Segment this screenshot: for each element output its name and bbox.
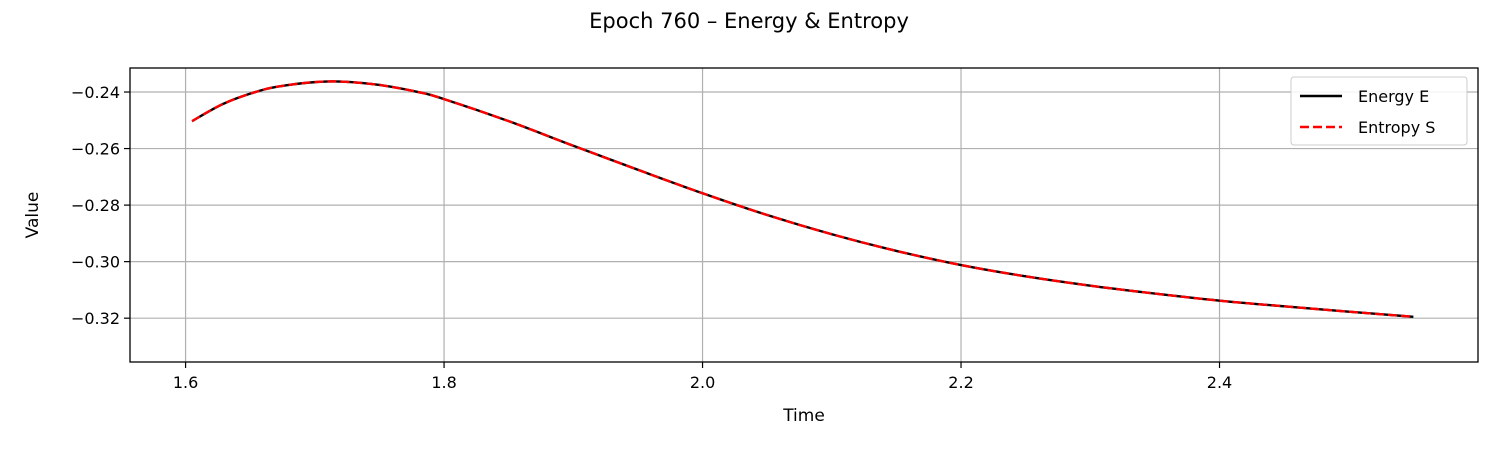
y-tick-label: −0.26 [71,140,120,159]
y-tick-label: −0.28 [71,196,120,215]
legend-label-energy: Energy E [1358,87,1429,106]
x-tick-label: 2.0 [690,373,715,392]
y-axis: −0.24 −0.26 −0.28 −0.30 −0.32 [71,83,130,328]
series-line-entropy [191,80,1414,318]
series-layer [191,80,1414,318]
x-tick-label: 1.8 [431,373,456,392]
x-tick-label: 2.4 [1207,373,1232,392]
series-line-energy [191,80,1414,318]
legend-label-entropy: Entropy S [1358,118,1435,137]
x-axis-title: Time [782,406,825,426]
y-tick-label: −0.32 [71,309,120,328]
chart-title: Epoch 760 – Energy & Entropy [589,9,909,33]
y-tick-label: −0.24 [71,83,120,102]
x-axis: 1.6 1.8 2.0 2.2 2.4 [173,362,1232,392]
y-tick-label: −0.30 [71,253,120,272]
grid [130,68,1478,362]
y-axis-title: Value [23,192,43,239]
legend: Energy E Entropy S [1290,76,1468,146]
x-tick-label: 1.6 [173,373,198,392]
plot-area-frame [129,67,1479,363]
x-tick-label: 2.2 [948,373,973,392]
